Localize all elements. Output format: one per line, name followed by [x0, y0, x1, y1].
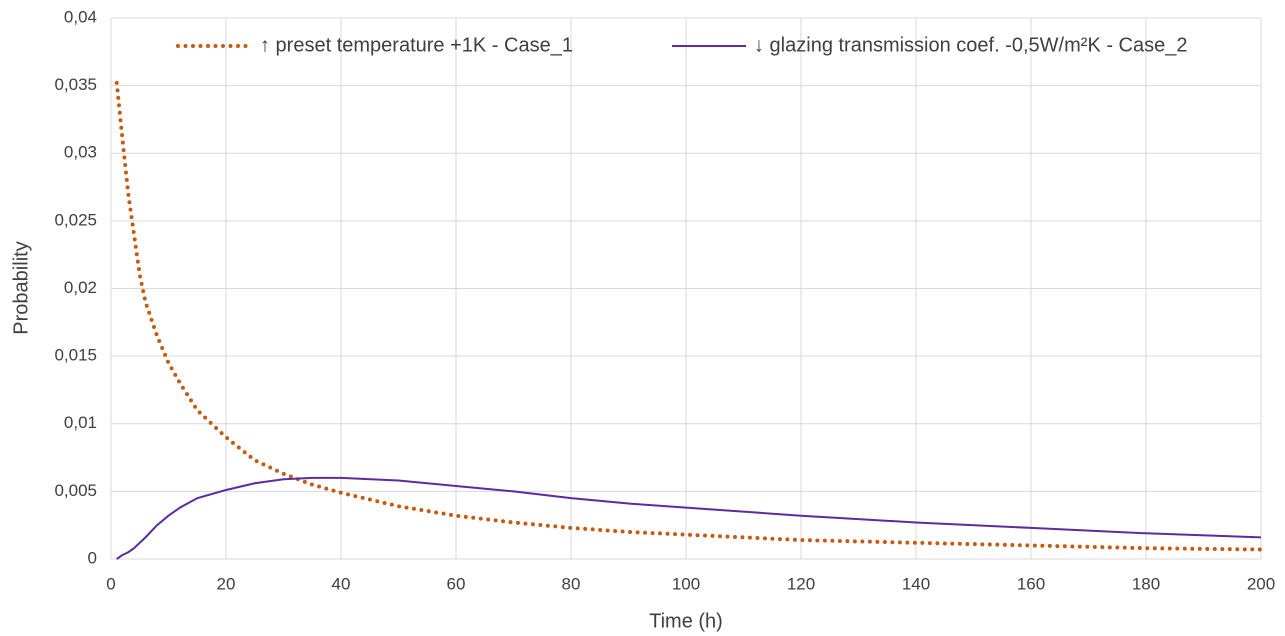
x-tick-label: 20 — [217, 574, 236, 593]
series-line — [116, 476, 1262, 560]
x-tick-label: 40 — [332, 574, 351, 593]
y-tick-label: 0,01 — [64, 413, 97, 432]
x-tick-label: 200 — [1247, 574, 1275, 593]
y-tick-label: 0,005 — [54, 481, 97, 500]
x-tick-label: 160 — [1017, 574, 1045, 593]
y-tick-label: 0,025 — [54, 210, 97, 229]
x-tick-label: 0 — [106, 574, 115, 593]
y-tick-label: 0,03 — [64, 143, 97, 162]
x-axis-label: Time (h) — [649, 610, 723, 632]
x-tick-label: 140 — [902, 574, 930, 593]
x-tick-label: 60 — [447, 574, 466, 593]
x-tick-label: 120 — [787, 574, 815, 593]
y-axis-label: Probability — [10, 241, 32, 334]
x-tick-label: 180 — [1132, 574, 1160, 593]
y-tick-label: 0,02 — [64, 278, 97, 297]
y-tick-label: 0,035 — [54, 75, 97, 94]
x-tick-label: 100 — [672, 574, 700, 593]
y-tick-label: 0,015 — [54, 346, 97, 365]
x-tick-label: 80 — [562, 574, 581, 593]
legend-label: ↑ preset temperature +1K - Case_1 — [260, 34, 573, 56]
legend-label: ↓ glazing transmission coef. -0,5W/m²K -… — [754, 34, 1188, 56]
y-tick-label: 0,04 — [64, 7, 97, 26]
y-tick-label: 0 — [88, 548, 97, 567]
